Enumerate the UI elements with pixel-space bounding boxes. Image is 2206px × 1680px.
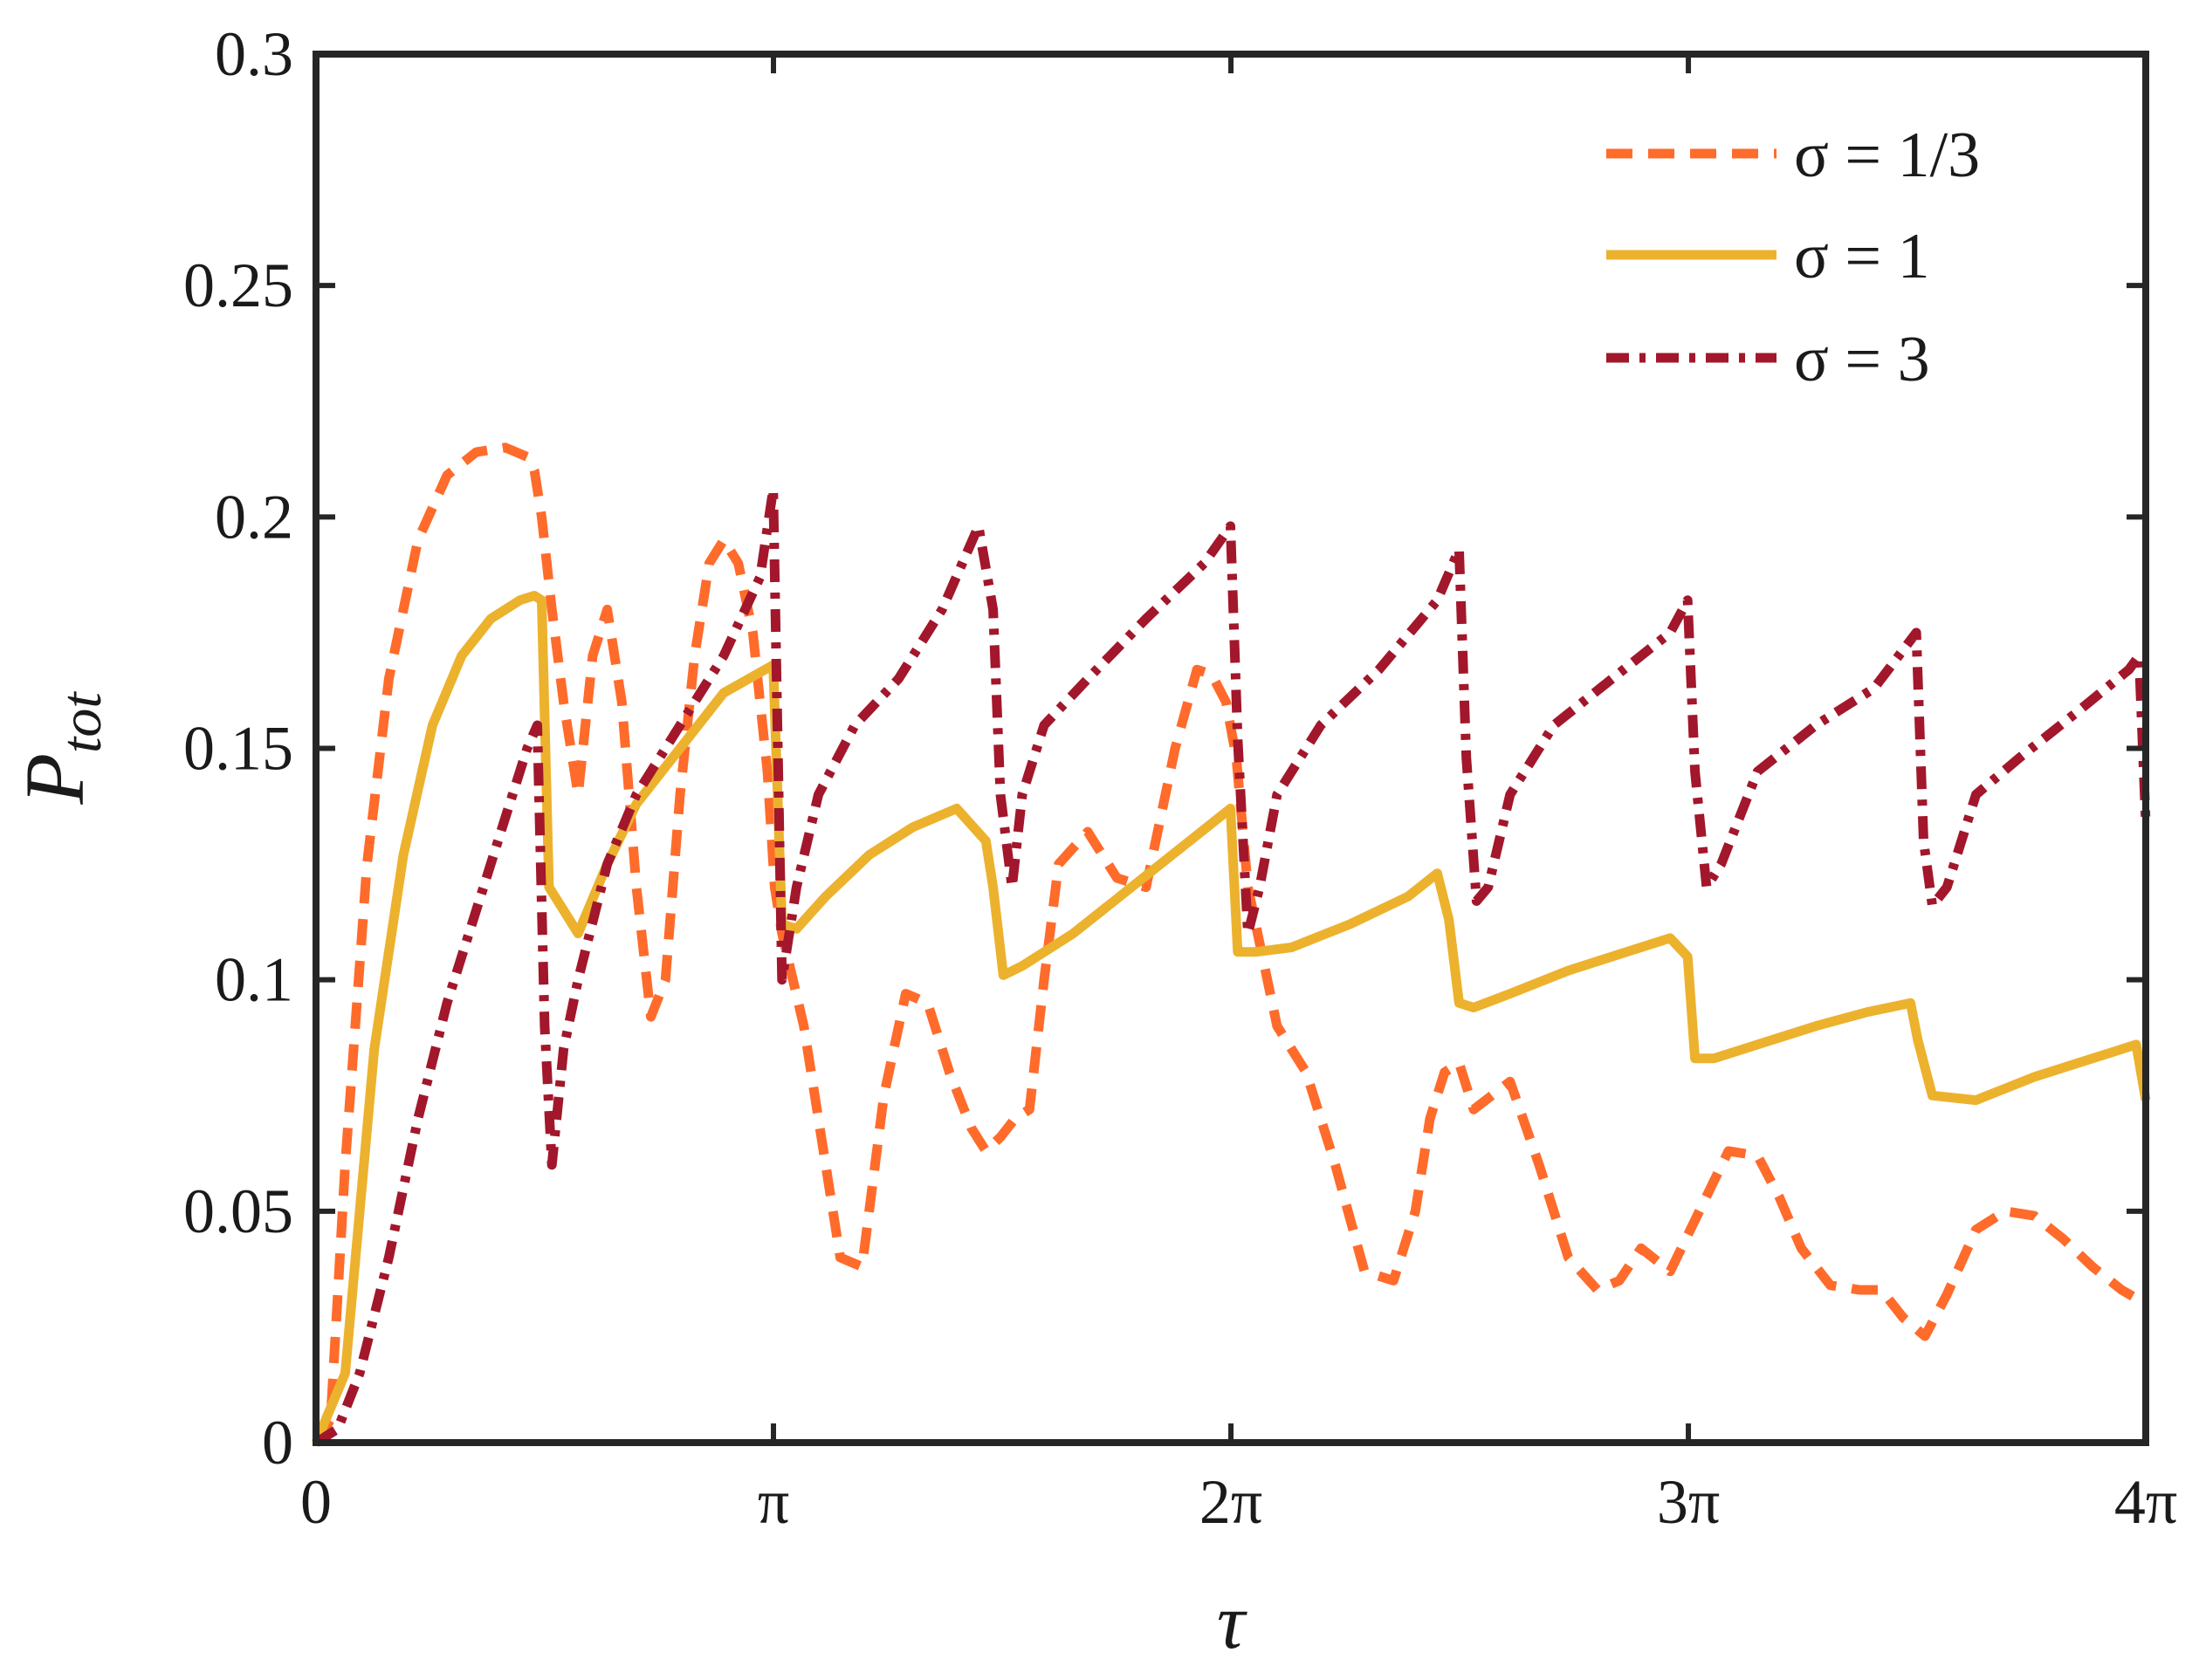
x-tick-label-1: π [758, 1467, 789, 1537]
series-layer [311, 442, 2151, 1447]
legend-label-sigma-1-3: σ = 1/3 [1794, 120, 1980, 191]
y-axis-label-subscript: tot [50, 691, 113, 753]
y-tick-label-6: 0.3 [215, 19, 293, 89]
y-tick-label-1: 0.05 [183, 1176, 293, 1246]
y-tick-label-0: 0 [262, 1408, 293, 1478]
y-axis-label: Ptot [8, 691, 113, 806]
y-axis-label-main: P [8, 753, 101, 806]
legend: σ = 1/3 σ = 1 σ = 3 [1606, 120, 1980, 395]
y-tick-label-2: 0.1 [215, 945, 293, 1015]
x-tick-label-3: 3π [1657, 1467, 1720, 1537]
series-line-0 [312, 442, 2148, 1445]
x-axis-label: τ [1217, 1579, 1247, 1665]
x-tick-label-0: 0 [300, 1467, 332, 1537]
y-tick-label-5: 0.25 [183, 250, 293, 320]
axis-ticks: 0 π 2π 3π 4π 0 0.05 0.1 0.15 0.2 0.25 0.3 [183, 19, 2177, 1537]
legend-label-sigma-1: σ = 1 [1794, 221, 1930, 292]
legend-label-sigma-3: σ = 3 [1794, 324, 1930, 395]
x-tick-label-4: 4π [2114, 1467, 2177, 1537]
y-tick-label-3: 0.15 [183, 714, 293, 784]
x-tick-label-2: 2π [1199, 1467, 1262, 1537]
series-line-2 [313, 484, 2151, 1447]
y-tick-label-4: 0.2 [215, 482, 293, 552]
series-line-1 [311, 591, 2151, 1445]
